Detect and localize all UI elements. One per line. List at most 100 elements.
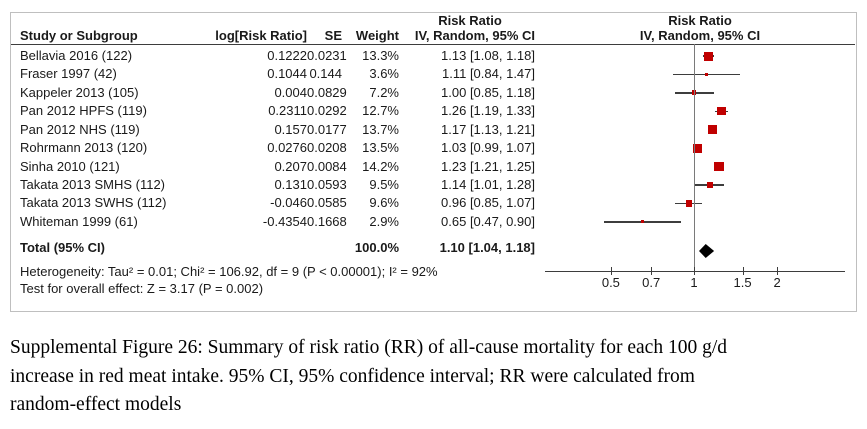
plot-column-title: Risk Ratio	[668, 13, 732, 28]
axis-tick-label: 1.5	[733, 275, 752, 290]
log-risk-ratio-value: 0.157	[274, 121, 307, 137]
log-risk-ratio-value: 0.1044	[267, 66, 307, 82]
total-effect-estimate: 1.10 [1.04, 1.18]	[439, 240, 535, 255]
axis-tick-label: 1	[690, 275, 698, 290]
effect-marker	[704, 51, 714, 61]
se-value: 0.0292	[307, 103, 347, 119]
axis-tick-label: 2	[773, 275, 781, 290]
weight-value: 3.6%	[369, 66, 399, 82]
weight-value: 14.2%	[362, 158, 399, 174]
weight-value: 7.2%	[369, 84, 399, 100]
se-value: 0.0084	[307, 158, 347, 174]
effect-marker	[717, 106, 726, 116]
column-header-weight: Weight	[355, 28, 399, 43]
table-row: Rohrmann 2013 (120) 0.0276 0.0208 13.5% 1.03…	[11, 139, 855, 157]
effect-marker	[640, 220, 644, 224]
table-row: Pan 2012 HPFS (119) 0.2311 0.0292 12.7% 1.26…	[11, 102, 855, 120]
table-row: Sinha 2010 (121) 0.207 0.0084 14.2% 1.23 [1.…	[11, 158, 855, 176]
total-label: Total (95% CI)	[20, 240, 105, 255]
effect-marker	[693, 143, 703, 153]
log-risk-ratio-value: 0.2311	[268, 103, 307, 119]
study-name: Kappeler 2013 (105)	[20, 84, 139, 100]
effect-estimate-label: 1.14 [1.01, 1.28]	[441, 176, 535, 192]
table-row: Pan 2012 NHS (119) 0.157 0.0177 13.7% 1.17 […	[11, 121, 855, 139]
caption-line-1: Supplemental Figure 26: Summary of risk …	[10, 337, 728, 358]
weight-value: 9.5%	[369, 176, 399, 192]
axis-tick	[651, 267, 653, 275]
weight-value: 13.7%	[362, 121, 399, 137]
table-row: Takata 2013 SWHS (112) -0.046 0.0585 9.6% 0.…	[11, 194, 855, 212]
se-value: 0.0208	[307, 140, 347, 156]
weight-value: 2.9%	[369, 213, 399, 229]
figure-caption: Supplemental Figure 26: Summary of risk …	[10, 334, 860, 420]
column-header-effect: IV, Random, 95% CI	[414, 28, 535, 43]
log-risk-ratio-value: -0.046	[270, 195, 307, 211]
effect-estimate-label: 1.11 [0.84, 1.47]	[442, 66, 535, 82]
table-row: Whiteman 1999 (61) -0.4354 0.1668 2.9% 0.65 …	[11, 213, 855, 231]
total-diamond	[698, 244, 714, 258]
caption-line-3: random-effect models	[10, 394, 182, 415]
log-risk-ratio-value: 0.0276	[267, 140, 307, 156]
log-risk-ratio-value: -0.4354	[262, 213, 307, 229]
effect-marker	[706, 181, 713, 189]
se-value: 0.0177	[307, 121, 347, 137]
axis-tick	[610, 267, 612, 275]
weight-value: 12.7%	[362, 103, 399, 119]
header-divider-line	[11, 44, 855, 45]
effect-estimate-label: 1.03 [0.99, 1.07]	[441, 140, 535, 156]
column-header-study: Study or Subgroup	[20, 28, 138, 43]
heterogeneity-stats: Heterogeneity: Tau² = 0.01; Chi² = 106.9…	[20, 264, 438, 279]
study-name: Whiteman 1999 (61)	[20, 213, 138, 229]
total-row: Total (95% CI) 100.0% 1.10 [1.04, 1.18]	[11, 239, 855, 257]
se-value: 0.1668	[307, 213, 347, 229]
effect-marker	[708, 125, 718, 135]
axis-tick-label: 0.5	[601, 275, 620, 290]
axis-tick	[777, 267, 779, 275]
caption-line-2: increase in red meat intake. 95% CI, 95%…	[10, 365, 695, 387]
axis-tick	[694, 267, 695, 275]
study-name: Pan 2012 NHS (119)	[20, 121, 140, 137]
reference-line	[694, 44, 695, 271]
effect-estimate-label: 1.17 [1.13, 1.21]	[441, 121, 535, 137]
effect-estimate-label: 1.00 [0.85, 1.18]	[441, 84, 535, 100]
log-risk-ratio-value: 0.207	[274, 158, 307, 174]
axis-tick	[742, 267, 744, 275]
log-risk-ratio-value: 0.1222	[267, 48, 307, 63]
study-name: Pan 2012 HPFS (119)	[20, 103, 147, 119]
table-row: Takata 2013 SMHS (112) 0.131 0.0593 9.5% 1.1…	[11, 176, 855, 194]
study-name: Sinha 2010 (121)	[20, 158, 120, 174]
weight-value: 13.5%	[362, 140, 399, 156]
se-value: 0.0585	[307, 195, 347, 211]
weight-value: 13.3%	[362, 48, 399, 63]
axis-tick-label: 0.7	[642, 275, 661, 290]
log-risk-ratio-value: 0.004	[274, 84, 307, 100]
total-weight: 100.0%	[354, 240, 399, 255]
overall-effect-test: Test for overall effect: Z = 3.17 (P = 0…	[20, 281, 264, 296]
plot-column-subtitle: IV, Random, 95% CI	[639, 28, 761, 43]
column-header-logrr: log[Risk Ratio]	[215, 28, 307, 43]
study-name: Rohrmann 2013 (120)	[20, 140, 148, 156]
effect-marker	[685, 200, 693, 207]
se-value: 0.0231	[307, 48, 347, 63]
table-row: Fraser 1997 (42) 0.1044 0.144 3.6% 1.11 [0.8…	[11, 65, 855, 83]
table-row: Bellavia 2016 (122) 0.1222 0.0231 13.3% 1.13…	[11, 47, 855, 65]
study-name: Bellavia 2016 (122)	[20, 48, 133, 63]
study-name: Fraser 1997 (42)	[20, 66, 117, 82]
effect-estimate-label: 1.26 [1.19, 1.33]	[441, 103, 535, 119]
effect-marker	[714, 161, 724, 172]
weight-value: 9.6%	[369, 195, 399, 211]
study-name: Takata 2013 SMHS (112)	[20, 176, 165, 192]
x-axis-line	[545, 271, 845, 272]
effect-estimate-label: 1.13 [1.08, 1.18]	[441, 48, 535, 63]
effect-column-title: Risk Ratio	[438, 13, 502, 28]
log-risk-ratio-value: 0.131	[274, 176, 307, 192]
effect-estimate-label: 0.65 [0.47, 0.90]	[441, 213, 535, 229]
se-value: 0.0593	[307, 176, 347, 192]
effect-marker	[705, 72, 708, 76]
se-value: 0.0829	[307, 84, 347, 100]
effect-estimate-label: 1.23 [1.21, 1.25]	[441, 158, 535, 174]
effect-estimate-label: 0.96 [0.85, 1.07]	[441, 195, 535, 211]
study-name: Takata 2013 SWHS (112)	[20, 195, 167, 211]
table-row: Kappeler 2013 (105) 0.004 0.0829 7.2% 1.00 […	[11, 84, 855, 102]
